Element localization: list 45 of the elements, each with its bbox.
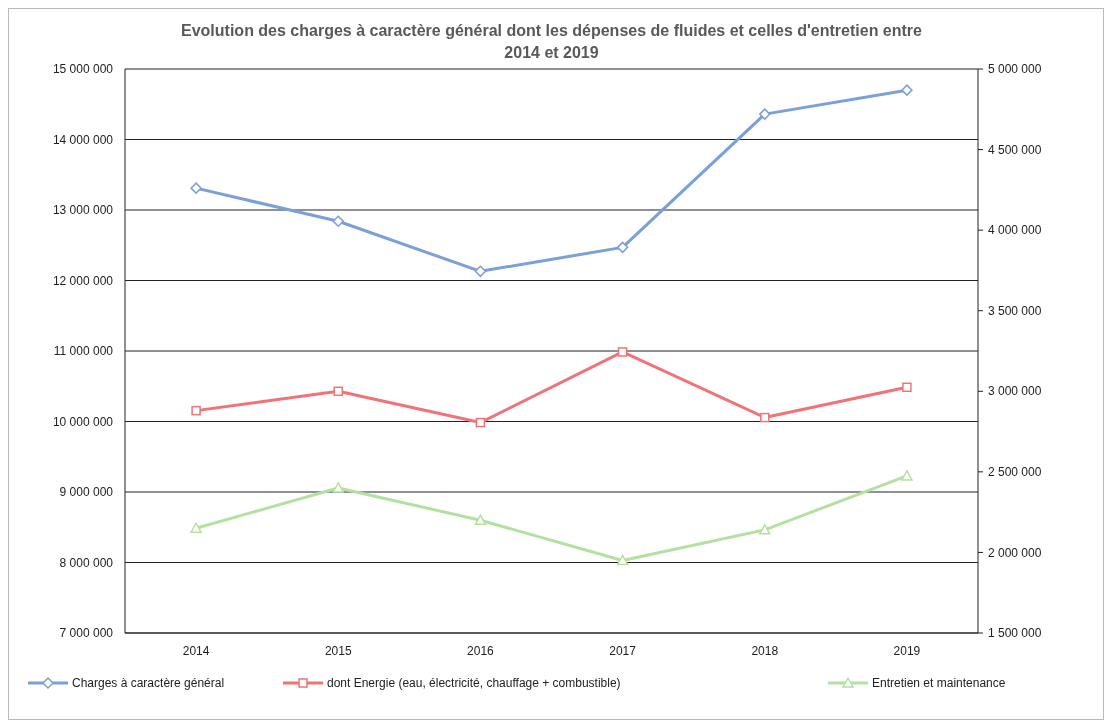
- point: [617, 347, 628, 357]
- point: [191, 405, 201, 416]
- y2-tick-label: 4 000 000: [988, 223, 1042, 238]
- x-tick-label: 2019: [893, 644, 921, 658]
- point: [190, 522, 202, 534]
- y-tick-label: 9 000 000: [59, 485, 114, 500]
- legend-label: dont Energie (eau, électricité, chauffage + combustible): [327, 676, 621, 691]
- x-tick-label: 2014: [182, 644, 210, 658]
- y2-tick-label: 3 500 000: [988, 303, 1042, 318]
- point: [760, 412, 770, 423]
- y-tick-label: 7 000 000: [59, 626, 114, 641]
- point: [616, 241, 629, 254]
- point: [333, 386, 343, 397]
- point: [901, 84, 913, 96]
- y2-tick-label: 5 000 000: [988, 62, 1042, 77]
- x-tick-label: 2017: [609, 644, 637, 658]
- legend-label: Entretien et maintenance: [872, 676, 1006, 691]
- y2-tick-label: 2 500 000: [988, 465, 1042, 480]
- point: [901, 470, 913, 481]
- point: [759, 108, 771, 120]
- y-tick-label: 12 000 000: [52, 273, 114, 288]
- point: [474, 265, 487, 278]
- legend-label: Charges à caractère général: [72, 676, 225, 691]
- y2-tick-label: 2 000 000: [988, 545, 1042, 560]
- y-tick-label: 8 000 000: [59, 555, 114, 570]
- y-tick-label: 10 000 000: [52, 414, 114, 429]
- x-tick-label: 2015: [324, 644, 352, 658]
- point: [332, 482, 344, 493]
- y2-tick-label: 1 500 000: [988, 626, 1042, 641]
- point: [759, 524, 771, 535]
- y2-tick-label: 3 000 000: [988, 384, 1042, 399]
- y2-tick-label: 4 500 000: [988, 142, 1042, 157]
- y-tick-label: 11 000 000: [53, 344, 114, 359]
- point: [475, 417, 486, 428]
- x-tick-label: 2018: [751, 644, 779, 658]
- point: [902, 382, 912, 393]
- point: [332, 215, 344, 228]
- y-tick-label: 15 000 000: [52, 62, 114, 77]
- point: [616, 554, 629, 566]
- x-tick-label: 2016: [467, 644, 495, 658]
- point: [474, 514, 487, 525]
- point: [190, 182, 202, 194]
- chart-title: Evolution des charges à caractère général dont les dépenses de fluides et celles d'entretien entre 2014 et 2019: [181, 22, 923, 61]
- y-tick-label: 13 000 000: [52, 203, 114, 218]
- y-tick-label: 14 000 000: [52, 132, 114, 147]
